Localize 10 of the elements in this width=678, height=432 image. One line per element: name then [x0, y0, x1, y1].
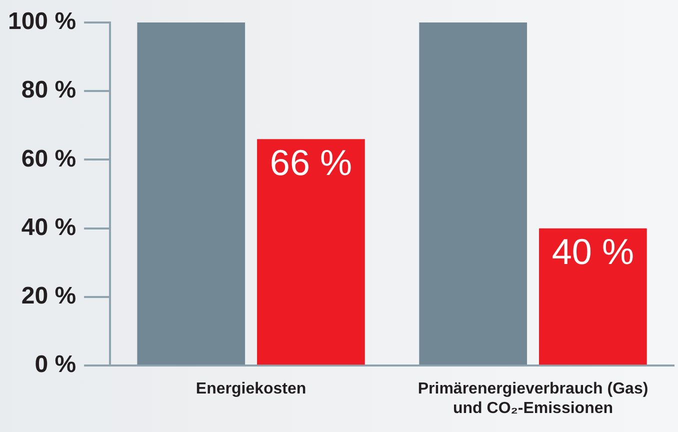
x-tick-label: Primärenergieverbrauch (Gas) und CO₂-Emissionen: [418, 380, 648, 417]
y-tick-label: 80 %: [21, 76, 76, 104]
x-tick-label: Energiekosten: [196, 380, 306, 398]
y-tick-label: 60 %: [21, 145, 76, 172]
y-tick-label: 20 %: [21, 282, 76, 310]
y-tick-label: 40 %: [21, 214, 76, 241]
y-tick-label: 0 %: [34, 351, 76, 378]
data-label: 40 %: [552, 231, 634, 272]
data-label: 66 %: [270, 142, 352, 184]
y-tick-label: 100 %: [8, 8, 76, 36]
